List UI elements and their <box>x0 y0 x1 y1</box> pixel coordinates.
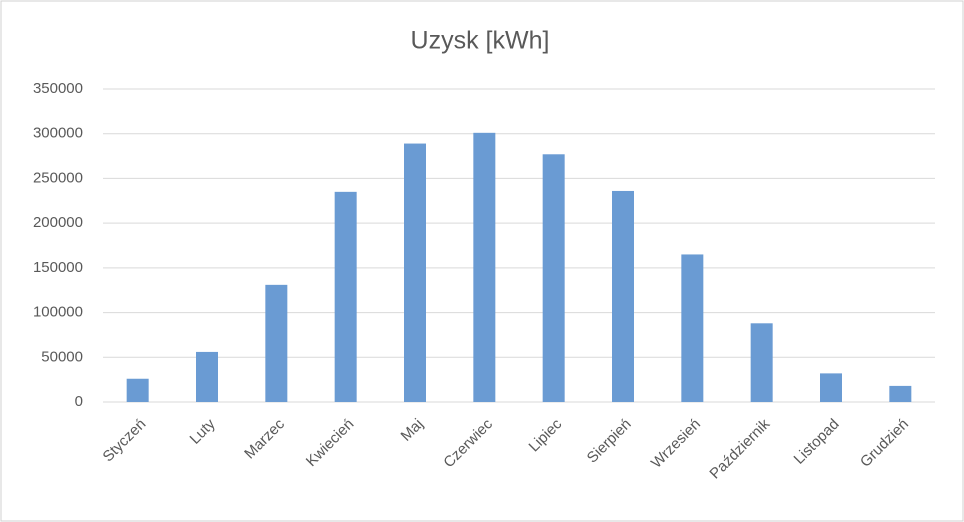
bar <box>265 284 288 402</box>
y-tick-label: 50000 <box>41 348 83 365</box>
y-tick-label: 0 <box>75 393 83 410</box>
bar <box>681 254 704 402</box>
chart-title: Uzysk [kWh] <box>411 27 550 55</box>
y-tick-label: 100000 <box>33 304 83 321</box>
y-tick-label: 300000 <box>33 125 83 142</box>
bar <box>820 373 842 402</box>
bar <box>196 351 218 402</box>
bar <box>750 323 773 402</box>
y-tick-label: 150000 <box>33 259 83 276</box>
y-tick-label: 200000 <box>33 214 83 231</box>
bar <box>473 132 496 402</box>
bar <box>126 378 149 402</box>
bar <box>542 154 565 402</box>
bar <box>889 385 912 402</box>
bar <box>334 191 357 402</box>
y-tick-label: 350000 <box>33 80 83 97</box>
bar <box>404 143 426 402</box>
bar <box>612 190 634 402</box>
y-tick-label: 250000 <box>33 169 83 186</box>
